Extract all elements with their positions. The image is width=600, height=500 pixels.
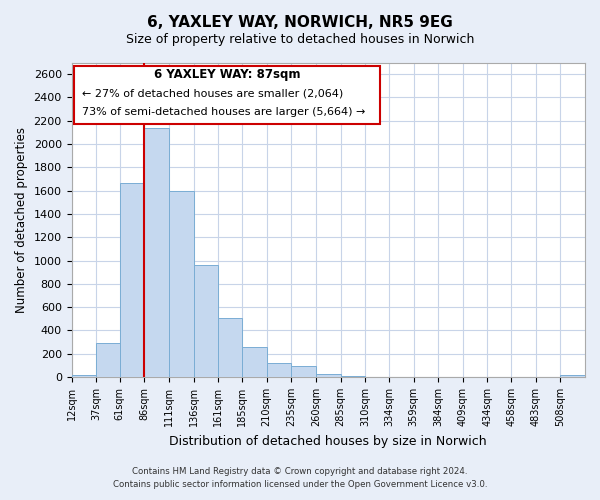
- Bar: [560, 374, 585, 377]
- Y-axis label: Number of detached properties: Number of detached properties: [15, 127, 28, 313]
- Bar: [218, 318, 242, 377]
- Bar: [120, 182, 145, 377]
- Bar: [145, 128, 169, 377]
- Bar: [292, 366, 316, 377]
- Text: ← 27% of detached houses are smaller (2,064): ← 27% of detached houses are smaller (2,…: [82, 88, 343, 99]
- Bar: [316, 374, 341, 377]
- Bar: [71, 374, 96, 377]
- Text: 6 YAXLEY WAY: 87sqm: 6 YAXLEY WAY: 87sqm: [154, 68, 300, 81]
- Text: Contains HM Land Registry data © Crown copyright and database right 2024.
Contai: Contains HM Land Registry data © Crown c…: [113, 468, 487, 489]
- Bar: [194, 265, 218, 377]
- Bar: [169, 191, 194, 377]
- Text: Size of property relative to detached houses in Norwich: Size of property relative to detached ho…: [126, 32, 474, 46]
- Text: 73% of semi-detached houses are larger (5,664) →: 73% of semi-detached houses are larger (…: [82, 107, 365, 117]
- Bar: [266, 362, 292, 377]
- X-axis label: Distribution of detached houses by size in Norwich: Distribution of detached houses by size …: [169, 434, 487, 448]
- Text: 6, YAXLEY WAY, NORWICH, NR5 9EG: 6, YAXLEY WAY, NORWICH, NR5 9EG: [147, 15, 453, 30]
- Bar: [96, 342, 120, 377]
- Bar: [341, 376, 365, 377]
- FancyBboxPatch shape: [74, 66, 380, 124]
- Bar: [242, 348, 266, 377]
